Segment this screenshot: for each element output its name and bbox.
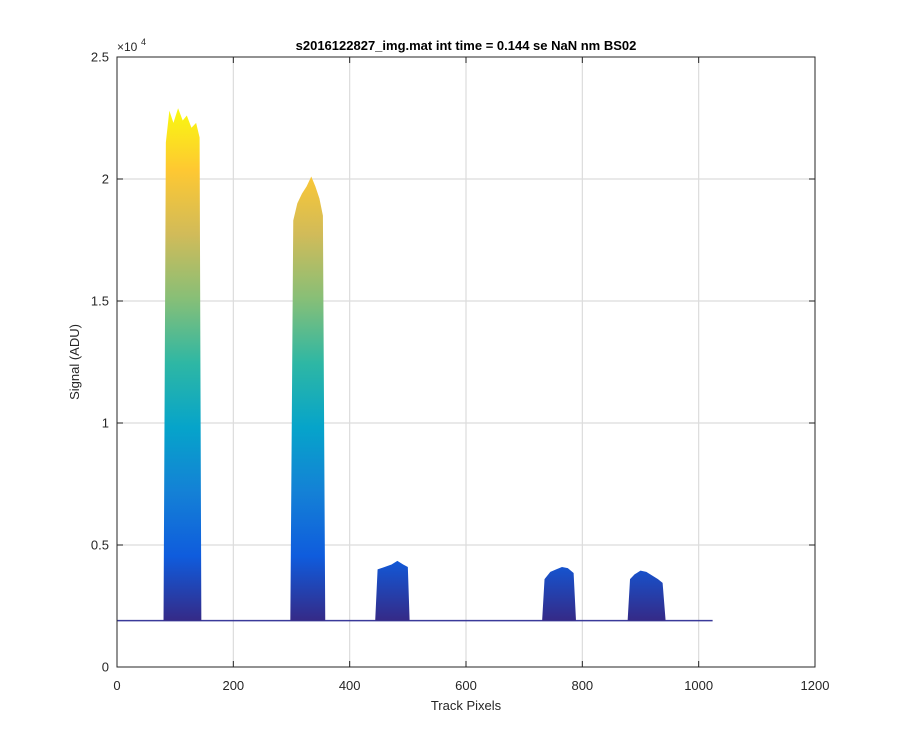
y-tick-label: 0 [102,660,109,675]
y-tick-label: 0.5 [91,538,109,553]
x-tick-label: 400 [339,678,361,693]
y-exponent-base: ×10 [117,40,138,54]
x-tick-label: 800 [571,678,593,693]
grid-layer [117,57,815,667]
x-tick-label: 600 [455,678,477,693]
signal-peak-3 [375,560,410,621]
y-axis-label: Signal (ADU) [67,324,82,400]
signal-peak-4 [542,566,576,621]
chart-title: s2016122827_img.mat int time = 0.144 se … [296,38,637,53]
x-tick-label: 200 [222,678,244,693]
x-tick-label: 1200 [801,678,830,693]
y-tick-label: 1 [102,416,109,431]
signal-peak-5 [627,570,666,621]
data-layer [117,108,713,622]
y-tick-label: 1.5 [91,294,109,309]
y-exponent-power: 4 [141,37,146,47]
signal-peak-1 [163,108,202,621]
x-tick-label: 0 [113,678,120,693]
y-tick-label: 2 [102,172,109,187]
x-axis-label: Track Pixels [431,698,502,713]
y-tick-label: 2.5 [91,50,109,65]
axes-layer: 0 200 400 600 800 1000 1200 0 0.5 1 1.5 2 2.5 [91,50,830,694]
x-tick-label: 1000 [684,678,713,693]
signal-peak-2 [290,176,326,621]
y-exponent: ×10 4 [117,37,146,54]
